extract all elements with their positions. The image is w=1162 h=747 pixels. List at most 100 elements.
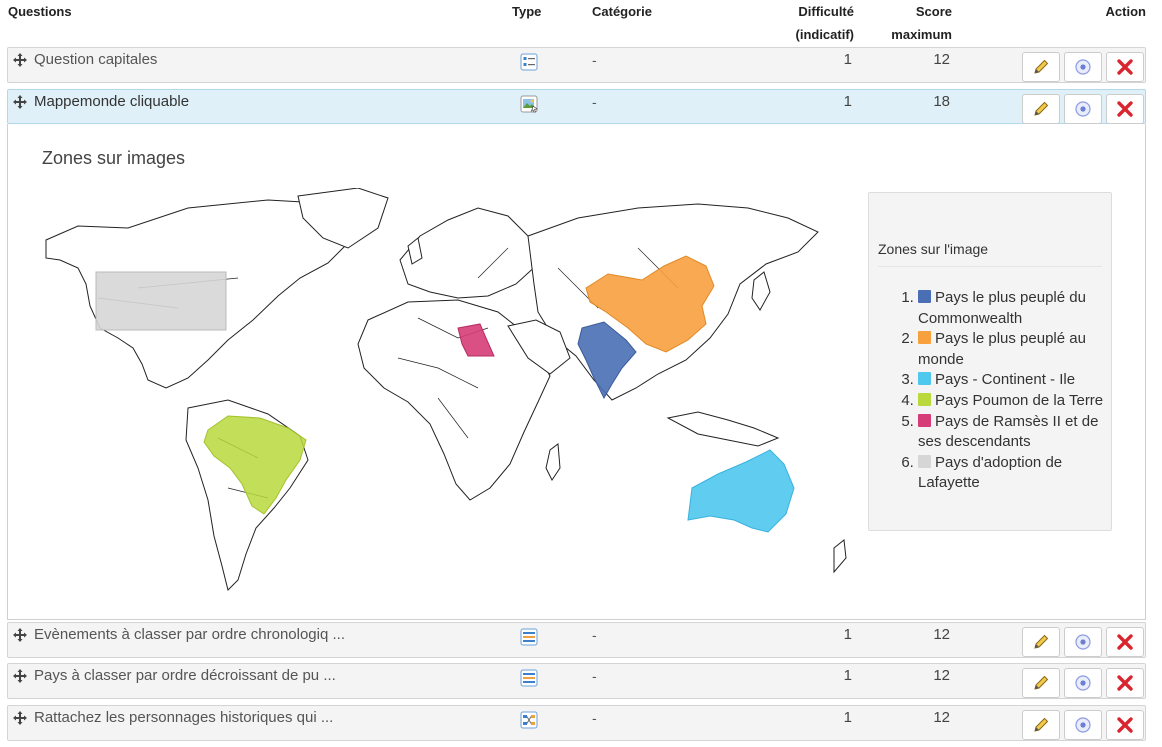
question-difficulty: 1: [843, 626, 852, 643]
swatch-icon: [918, 413, 931, 427]
column-header-type: Type: [512, 4, 542, 19]
question-category: -: [592, 52, 597, 68]
legend-title: Zones sur l'image: [878, 241, 989, 257]
edit-button[interactable]: [1022, 94, 1060, 124]
legend-label: Pays de Ramsès II et de ses descendants: [918, 412, 1099, 451]
column-header-score-line1: Score: [915, 4, 952, 19]
question-title[interactable]: Question capitales: [34, 51, 158, 68]
move-handle-icon[interactable]: [13, 628, 27, 642]
landmass-indonesia: [666, 411, 780, 447]
swatch-icon: [918, 290, 931, 303]
table-row[interactable]: Mappemonde cliquable - 1 18: [7, 89, 1146, 124]
pencil-icon: [1032, 674, 1050, 692]
move-handle-icon[interactable]: [13, 95, 27, 109]
question-score: 18: [933, 93, 950, 110]
question-score: 12: [933, 667, 950, 684]
column-header-category: Catégorie: [592, 4, 652, 19]
question-category: -: [592, 94, 597, 110]
matching-icon: [520, 711, 538, 729]
edit-button[interactable]: [1022, 52, 1060, 82]
question-score: 12: [933, 626, 950, 643]
edit-button[interactable]: [1022, 668, 1060, 698]
question-difficulty: 1: [843, 93, 852, 110]
landmass-madagascar: [545, 443, 561, 481]
question-difficulty: 1: [843, 51, 852, 68]
landmass-africa: [357, 299, 551, 501]
landmass-new-zealand: [833, 539, 847, 574]
zone-usa[interactable]: [95, 271, 227, 331]
swatch-icon: [918, 454, 931, 468]
zone-egypt[interactable]: [457, 323, 495, 357]
legend-item: Pays le plus peuplé au monde: [918, 329, 1112, 370]
legend-item: Pays d'adoption de Lafayette: [918, 453, 1112, 494]
ordering-icon: [520, 628, 538, 646]
legend-label: Pays le plus peuplé au monde: [918, 330, 1086, 368]
multiple-choice-icon: [520, 53, 538, 71]
preview-title: Zones sur images: [42, 148, 186, 168]
move-handle-icon[interactable]: [13, 53, 27, 67]
pencil-icon: [1032, 100, 1050, 118]
table-row[interactable]: Pays à classer par ordre décroissant de …: [7, 663, 1146, 699]
delete-button[interactable]: [1106, 668, 1144, 698]
column-header-score: Score maximum: [870, 0, 952, 46]
zone-australia[interactable]: [687, 449, 795, 533]
edit-button[interactable]: [1022, 627, 1060, 657]
zone-india[interactable]: [577, 321, 637, 400]
delete-button[interactable]: [1106, 94, 1144, 124]
question-category: -: [592, 710, 597, 726]
delete-icon: [1116, 58, 1134, 76]
question-category: -: [592, 627, 597, 643]
column-header-difficulty-line1: Difficulté: [798, 4, 854, 19]
preview-button[interactable]: [1064, 710, 1102, 740]
question-title[interactable]: Rattachez les personnages historiques qu…: [34, 709, 334, 726]
edit-button[interactable]: [1022, 710, 1060, 740]
legend-item: Pays le plus peuplé du Commonwealth: [918, 288, 1112, 329]
table-row[interactable]: Rattachez les personnages historiques qu…: [7, 705, 1146, 741]
swatch-icon: [918, 331, 931, 345]
question-title[interactable]: Pays à classer par ordre décroissant de …: [34, 667, 336, 684]
column-header-questions: Questions: [8, 4, 72, 19]
preview-icon: [1074, 100, 1092, 118]
column-header-difficulty: Difficulté (indicatif): [770, 0, 855, 46]
preview-button[interactable]: [1064, 668, 1102, 698]
zone-brazil[interactable]: [203, 415, 307, 515]
column-header-difficulty-line2: (indicatif): [795, 27, 855, 42]
question-title[interactable]: Mappemonde cliquable: [34, 93, 190, 110]
question-score: 12: [933, 51, 950, 68]
preview-button[interactable]: [1064, 94, 1102, 124]
preview-button[interactable]: [1064, 52, 1102, 82]
landmass-japan: [751, 271, 771, 311]
move-handle-icon[interactable]: [13, 669, 27, 683]
question-difficulty: 1: [843, 667, 852, 684]
preview-button[interactable]: [1064, 627, 1102, 657]
legend-item: Pays Poumon de la Terre: [918, 391, 1112, 412]
legend-divider: [878, 266, 1102, 267]
question-title[interactable]: Evènements à classer par ordre chronolog…: [34, 626, 345, 643]
column-header-action: Action: [1105, 4, 1146, 19]
zone-china[interactable]: [585, 255, 715, 353]
move-handle-icon[interactable]: [13, 711, 27, 725]
legend-label: Pays Poumon de la Terre: [935, 391, 1104, 409]
pencil-icon: [1032, 58, 1050, 76]
delete-icon: [1116, 633, 1134, 651]
image-zones-icon: [520, 95, 538, 113]
legend-label: Pays le plus peuplé du Commonwealth: [918, 289, 1086, 327]
preview-icon: [1074, 633, 1092, 651]
landmass-greenland: [297, 188, 389, 249]
preview-icon: [1074, 58, 1092, 76]
question-preview-panel: Zones sur images: [7, 124, 1146, 620]
delete-button[interactable]: [1106, 627, 1144, 657]
swatch-icon: [918, 392, 931, 406]
delete-button[interactable]: [1106, 52, 1144, 82]
delete-button[interactable]: [1106, 710, 1144, 740]
table-row[interactable]: Question capitales - 1 12: [7, 47, 1146, 83]
preview-icon: [1074, 716, 1092, 734]
swatch-icon: [918, 372, 931, 386]
world-map[interactable]: [38, 188, 850, 600]
pencil-icon: [1032, 633, 1050, 651]
legend-label: Pays - Continent - Ile: [935, 371, 1076, 389]
legend-item: Pays de Ramsès II et de ses descendants: [918, 412, 1112, 453]
table-row[interactable]: Evènements à classer par ordre chronolog…: [7, 622, 1146, 658]
zones-list: Pays le plus peuplé du Commonwealth Pays…: [878, 288, 1112, 494]
question-score: 12: [933, 709, 950, 726]
